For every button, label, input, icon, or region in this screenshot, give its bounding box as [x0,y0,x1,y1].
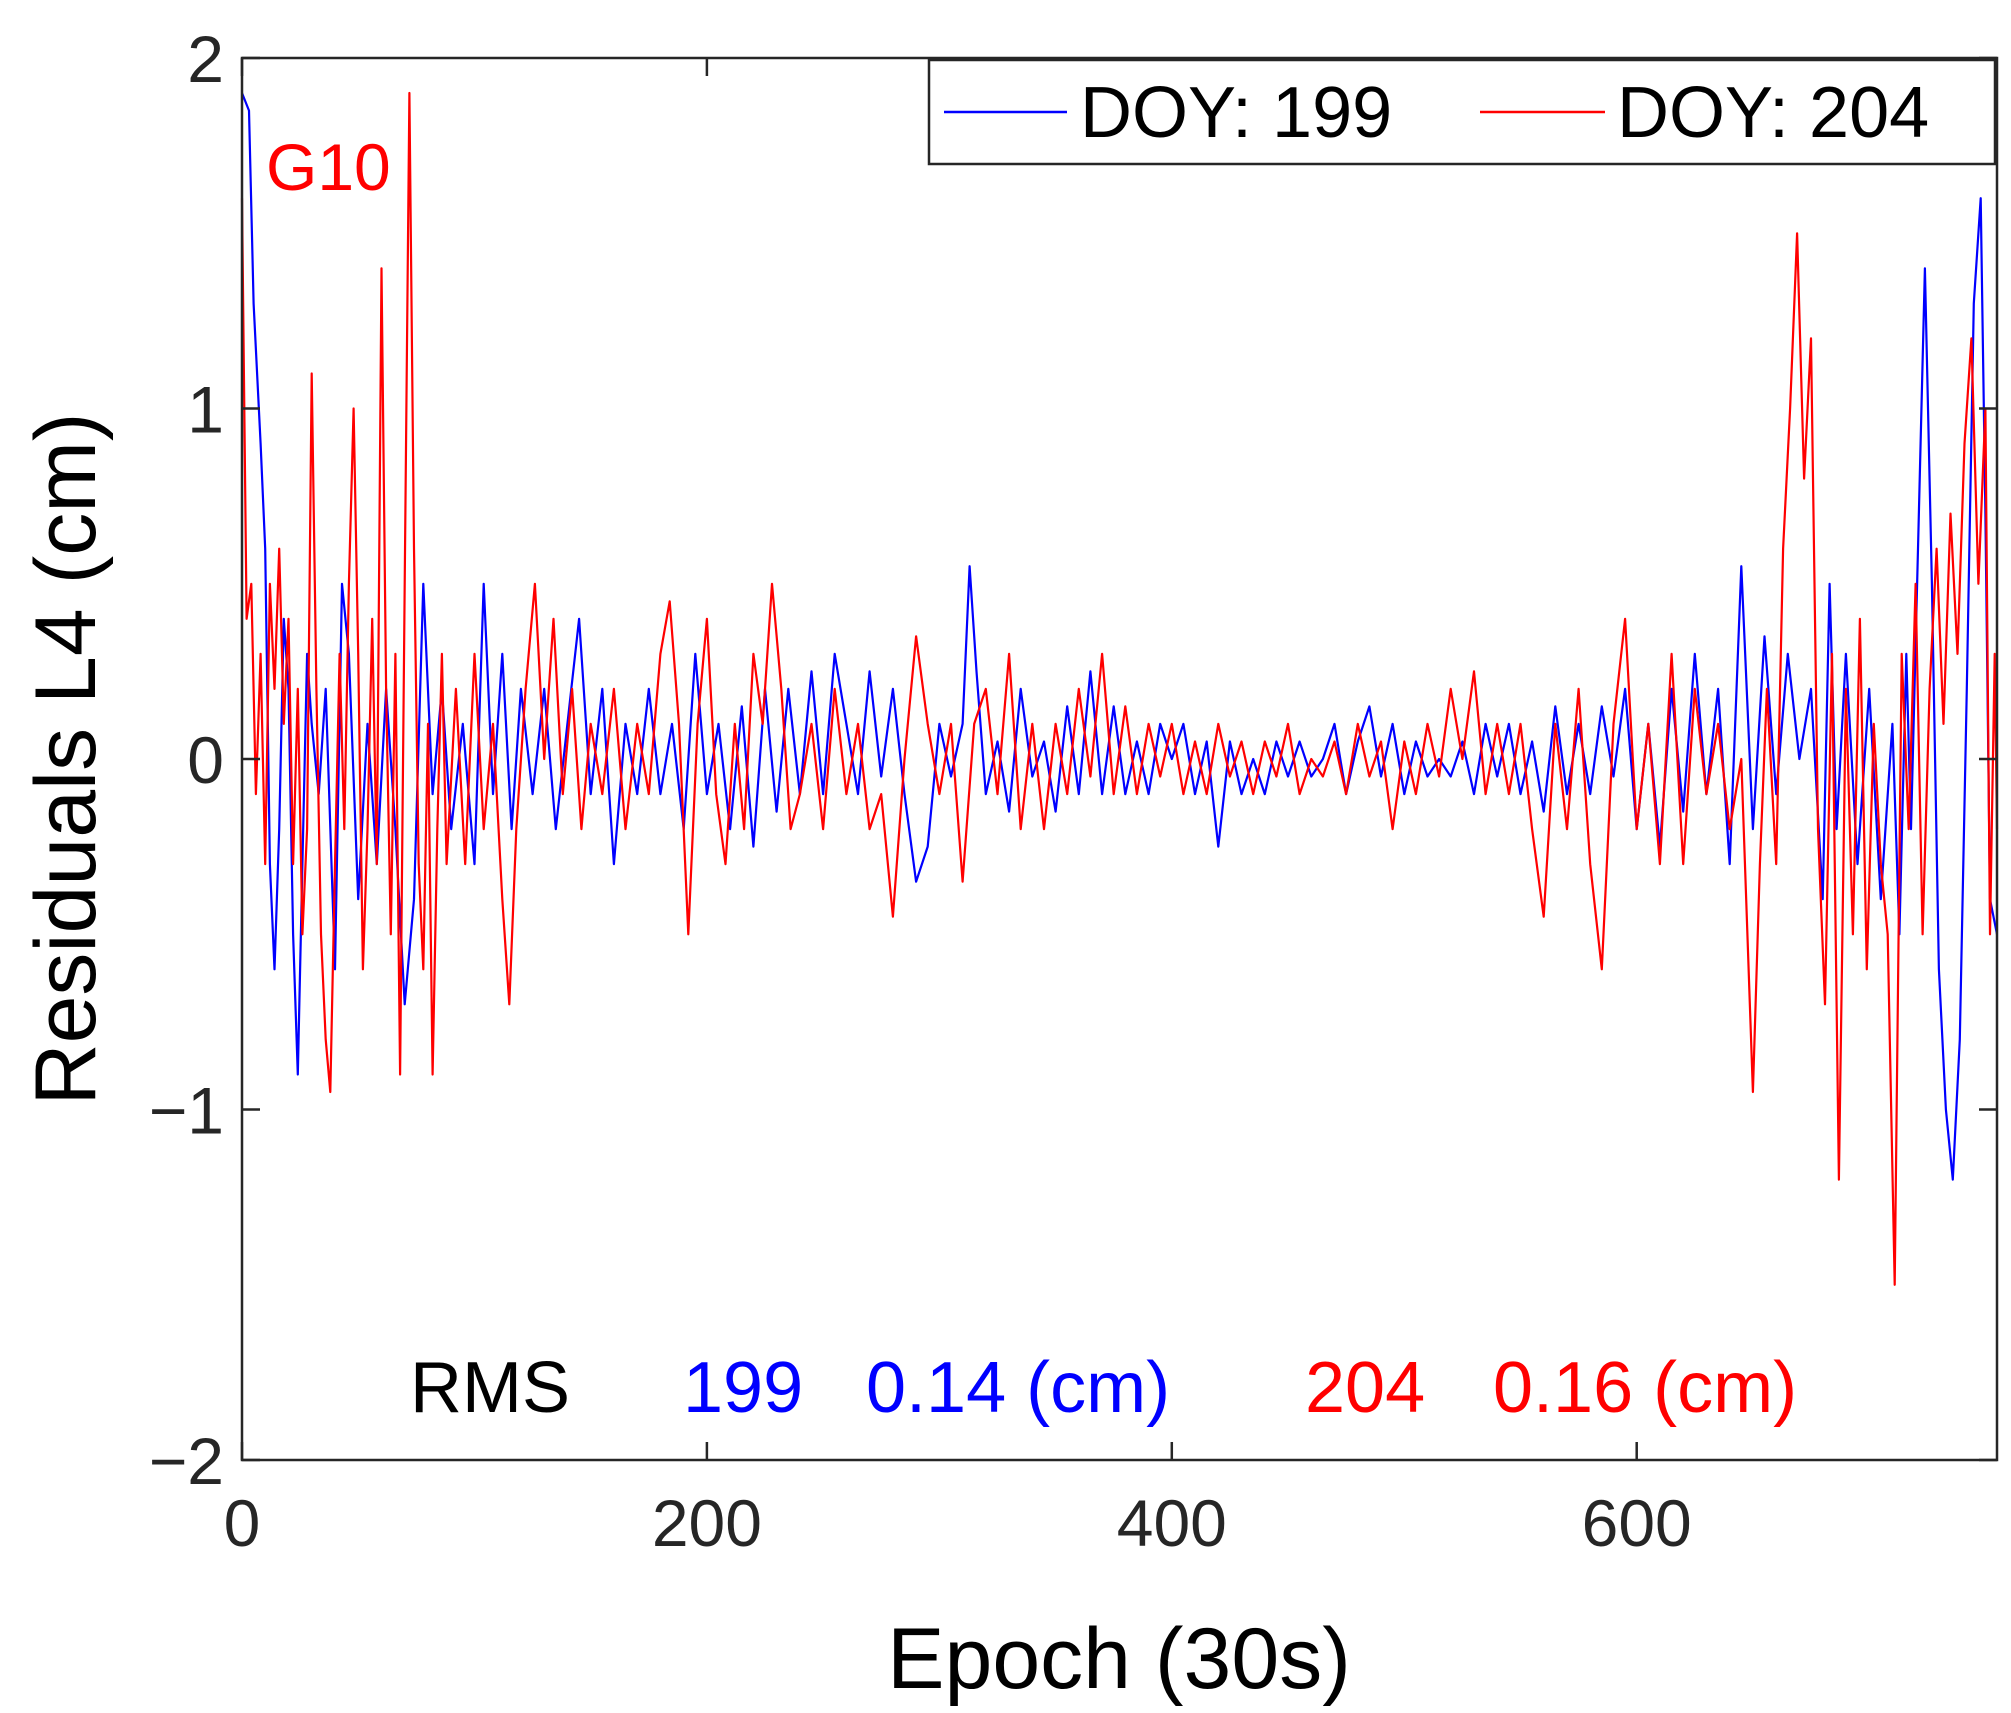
x-axis-label: Epoch (30s) [887,1611,1351,1707]
legend-box [927,58,1997,166]
rms-label: RMS [410,1348,570,1428]
y-tick-label: −1 [149,1074,224,1148]
satellite-label: G10 [266,130,391,204]
legend-label-204: DOY: 204 [1617,73,1929,153]
y-axis-ticks: −2 −1 0 1 2 [149,22,1997,1498]
x-tick-label: 600 [1582,1486,1692,1560]
data-lines [240,91,1999,1286]
legend: DOY: 199 DOY: 204 [927,58,1997,166]
rms-annotation: RMS 199 0.14 (cm) 204 0.16 (cm) [410,1348,1797,1428]
plot-frame [240,56,1999,1462]
rms-doy-199: 199 [683,1348,803,1428]
y-axis-label: Residuals L4 (cm) [18,413,114,1106]
rms-value-199: 0.14 (cm) [866,1348,1170,1428]
rms-value-204: 0.16 (cm) [1493,1348,1797,1428]
legend-label-199: DOY: 199 [1080,73,1392,153]
y-tick-label: 1 [187,373,224,447]
rms-doy-204: 204 [1305,1348,1425,1428]
x-tick-label: 200 [652,1486,762,1560]
y-tick-label: −2 [149,1424,224,1498]
x-axis-ticks: 0 200 400 600 [224,58,1692,1560]
x-tick-label: 0 [224,1486,261,1560]
y-tick-label: 2 [187,22,224,96]
y-tick-label: 0 [187,723,224,797]
series-line-doy-204 [240,91,1999,1286]
x-tick-label: 400 [1117,1486,1227,1560]
